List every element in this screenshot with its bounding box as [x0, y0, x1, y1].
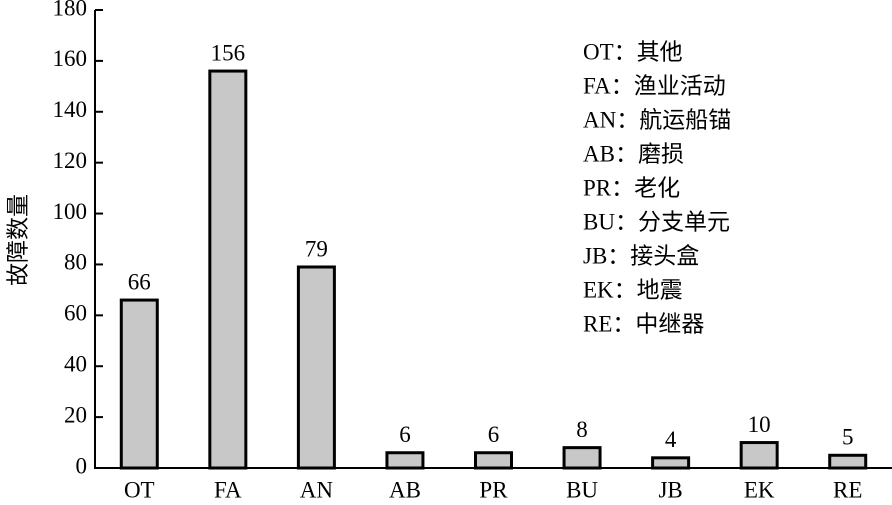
data-label: 6 [399, 422, 411, 447]
data-label: 4 [665, 427, 677, 452]
bar [562, 446, 602, 470]
legend-note: JB：接头盒 [583, 243, 699, 268]
y-tick-label: 20 [64, 402, 87, 427]
y-tick-label: 80 [64, 250, 87, 275]
legend-note: EK：地震 [583, 277, 683, 302]
legend-note: BU：分支单元 [583, 209, 730, 234]
bar [385, 451, 425, 470]
bar [739, 441, 779, 470]
y-tick-label: 180 [53, 0, 88, 20]
x-tick-label: AB [389, 477, 421, 502]
x-tick-label: EK [744, 477, 775, 502]
bar [296, 265, 336, 470]
x-tick-label: JB [658, 477, 682, 502]
data-label: 156 [211, 40, 246, 65]
bar [474, 451, 513, 470]
x-tick-label: OT [124, 477, 155, 502]
legend-note: FA：渔业活动 [583, 73, 726, 98]
data-label: 6 [488, 422, 500, 447]
data-label: 5 [842, 425, 854, 450]
x-tick-label: AN [300, 477, 334, 502]
y-tick-label: 60 [64, 301, 87, 326]
bar [119, 298, 159, 470]
x-tick-label: BU [566, 477, 598, 502]
y-tick-label: 140 [53, 97, 88, 122]
data-label: 8 [576, 417, 588, 442]
y-tick-label: 40 [64, 352, 87, 377]
legend-note: AB：磨损 [583, 141, 684, 166]
y-tick-label: 100 [53, 199, 88, 224]
bar [828, 453, 868, 470]
legend-note: AN：航运船锚 [583, 107, 731, 132]
y-tick-label: 120 [53, 148, 88, 173]
data-label: 66 [128, 269, 151, 294]
data-label: 79 [305, 236, 328, 261]
x-tick-label: PR [479, 477, 508, 502]
bar [208, 69, 248, 470]
legend-note: OT：其他 [583, 39, 683, 64]
x-tick-label: FA [214, 477, 242, 502]
bar [651, 456, 691, 470]
data-label: 10 [748, 412, 771, 437]
x-tick-label: RE [833, 477, 862, 502]
legend-note: PR：老化 [583, 175, 680, 200]
legend-note: RE：中继器 [583, 311, 704, 336]
y-tick-label: 160 [53, 46, 88, 71]
y-tick-label: 0 [76, 453, 88, 478]
y-axis-label: 故障数量 [5, 194, 30, 286]
